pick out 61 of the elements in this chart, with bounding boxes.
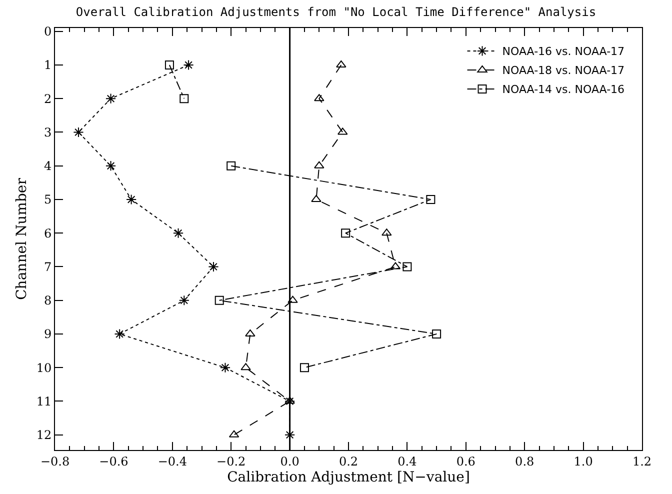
point <box>178 295 190 306</box>
x-tick-label: 0.4 <box>398 454 418 468</box>
point <box>180 94 189 104</box>
y-tick-label: 10 <box>36 360 52 375</box>
point <box>336 60 346 68</box>
y-tick-label: 12 <box>36 428 52 442</box>
chart-title: Overall Calibration Adjustments from "No Local Time Difference" Analysis <box>76 4 596 19</box>
y-tick-label: 11 <box>36 394 52 408</box>
y-tick-label: 5 <box>44 192 52 207</box>
y-tick-label: 3 <box>44 125 52 140</box>
point <box>432 329 442 338</box>
point <box>220 362 231 373</box>
legend-label: NOAA-14 vs. NOAA-16 <box>502 83 625 96</box>
y-tick-label: 9 <box>44 327 52 342</box>
y-tick-label: 6 <box>44 226 52 240</box>
point <box>300 363 309 372</box>
x-tick-label: 0.2 <box>338 454 358 468</box>
x-tick-label: −0.4 <box>158 454 188 468</box>
point <box>73 126 84 138</box>
y-tick-label: 2 <box>44 92 52 106</box>
point <box>226 161 236 170</box>
x-tick-label: 1.2 <box>632 454 652 468</box>
legend-label: NOAA-18 vs. NOAA-17 <box>502 64 625 78</box>
x-axis-title: Calibration Adjustment [N−value] <box>227 470 470 486</box>
x-tick-label: 1.0 <box>574 454 593 468</box>
point <box>284 396 295 404</box>
y-tick-label: 0 <box>44 24 52 39</box>
y-tick-label: 8 <box>44 294 52 308</box>
point <box>183 60 194 70</box>
point <box>114 328 125 340</box>
point <box>172 228 184 238</box>
point <box>382 228 392 236</box>
x-tick-label: −0.8 <box>40 454 70 468</box>
point <box>164 60 174 70</box>
point <box>288 296 298 303</box>
point <box>341 228 350 238</box>
x-tick-label: −0.6 <box>99 454 128 468</box>
point <box>284 396 296 407</box>
y-axis-title: Channel Number <box>14 178 30 300</box>
point <box>208 261 219 272</box>
point <box>214 296 224 305</box>
x-tick-label: 0.8 <box>515 454 534 468</box>
y-tick-label: 1 <box>44 58 52 72</box>
point <box>240 363 251 370</box>
point <box>105 93 116 104</box>
legend-label: NOAA-16 vs. NOAA-17 <box>502 45 625 58</box>
point <box>402 262 412 272</box>
point <box>284 430 296 440</box>
point <box>126 194 137 205</box>
x-tick-label: 0.6 <box>456 454 476 468</box>
point <box>245 329 256 336</box>
y-tick-label: 4 <box>44 159 52 174</box>
y-tick-label: 7 <box>44 260 52 274</box>
x-tick-label: 0.0 <box>280 454 300 468</box>
point <box>311 194 322 202</box>
point <box>105 160 116 172</box>
point <box>338 128 348 135</box>
point <box>314 161 324 168</box>
x-tick-label: −0.2 <box>216 454 246 468</box>
point <box>314 94 324 102</box>
point <box>426 194 436 204</box>
